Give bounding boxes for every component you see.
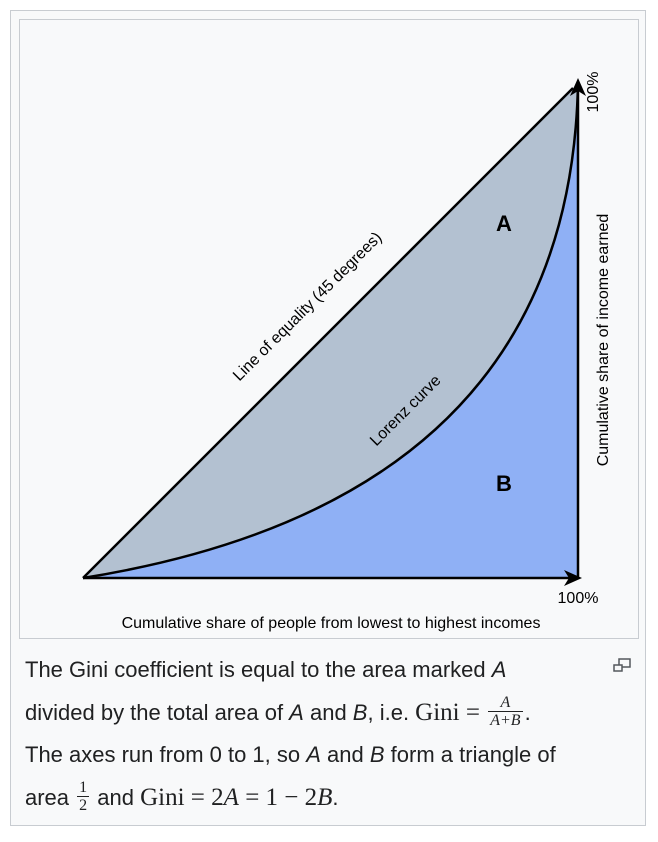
lorenz-diagram: A B Line of equality (45 degrees) Lorenz… (82, 72, 612, 632)
x-axis-arrowhead (564, 570, 582, 586)
gini-identity: Gini = 2A = 1 − 2B (140, 783, 333, 811)
caption-line-3: The axes run from 0 to 1, so A and B for… (25, 742, 556, 767)
caption-line-1: The Gini coefficient is equal to the are… (25, 657, 507, 682)
x-axis-max-label: 100% (558, 590, 599, 607)
region-a-label: A (496, 211, 512, 236)
gini-formula: Gini = (415, 698, 487, 726)
y-axis-arrowhead (570, 78, 586, 96)
region-b-label: B (496, 471, 512, 496)
figure-thumbnail: A B Line of equality (45 degrees) Lorenz… (10, 10, 646, 826)
lorenz-curve (82, 82, 580, 580)
lorenz-diagram-image[interactable]: A B Line of equality (45 degrees) Lorenz… (19, 19, 639, 639)
caption-line-2: divided by the total area of A and B, i.… (25, 694, 531, 730)
enlarge-icon[interactable] (611, 657, 633, 675)
equality-line (82, 87, 574, 579)
x-axis-label: Cumulative share of people from lowest t… (122, 615, 541, 632)
figure-caption: The Gini coefficient is equal to the are… (25, 649, 635, 819)
y-axis-max-label: 100% (585, 72, 602, 113)
gini-fraction: A A+B (488, 694, 523, 730)
region-b (83, 83, 578, 578)
y-axis-label: Cumulative share of income earned (595, 214, 612, 467)
